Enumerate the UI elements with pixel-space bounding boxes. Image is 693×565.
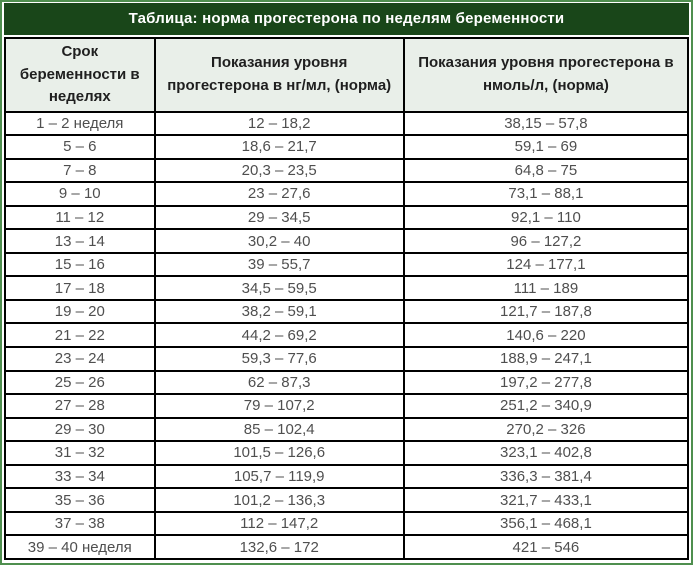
header-row: Срок беременности в неделях Показания ур… [4, 37, 690, 113]
table-row: 7 – 8 20,3 – 23,5 64,8 – 75 [4, 157, 690, 184]
nmol-l-value-cell: 121,7 – 187,8 [402, 298, 690, 325]
week-range-cell: 7 – 8 [4, 157, 156, 184]
table-row: 29 – 30 85 – 102,4 270,2 – 326 [4, 416, 690, 443]
nmol-l-value-cell: 197,2 – 277,8 [402, 369, 690, 396]
nmol-l-value-cell: 124 – 177,1 [402, 251, 690, 278]
week-range-cell: 21 – 22 [4, 322, 156, 348]
progesterone-norms-table: Срок беременности в неделях Показания ур… [4, 37, 690, 560]
nmol-l-value-cell: 111 – 189 [402, 275, 690, 301]
table-row: 35 – 36 101,2 – 136,3 321,7 – 433,1 [4, 487, 690, 513]
ng-ml-value-cell: 62 – 87,3 [153, 369, 405, 396]
week-range-cell: 1 – 2 неделя [4, 110, 156, 137]
nmol-l-value-cell: 73,1 – 88,1 [402, 181, 690, 207]
column-header-ng-ml: Показания уровня прогестерона в нг/мл, (… [153, 37, 405, 113]
nmol-l-value-cell: 92,1 – 110 [402, 204, 690, 231]
nmol-l-value-cell: 321,7 – 433,1 [402, 487, 690, 513]
ng-ml-value-cell: 39 – 55,7 [153, 251, 405, 278]
ng-ml-value-cell: 29 – 34,5 [153, 204, 405, 231]
ng-ml-value-cell: 34,5 – 59,5 [153, 275, 405, 301]
table-row: 33 – 34 105,7 – 119,9 336,3 – 381,4 [4, 463, 690, 490]
table-row: 39 – 40 неделя 132,6 – 172 421 – 546 [4, 534, 690, 560]
column-header-nmol-l: Показания уровня прогестерона в нмоль/л,… [402, 37, 690, 113]
ng-ml-value-cell: 105,7 – 119,9 [153, 463, 405, 490]
nmol-l-value-cell: 64,8 – 75 [402, 157, 690, 184]
nmol-l-value-cell: 59,1 – 69 [402, 134, 690, 160]
nmol-l-value-cell: 323,1 – 402,8 [402, 440, 690, 466]
nmol-l-value-cell: 270,2 – 326 [402, 416, 690, 443]
week-range-cell: 25 – 26 [4, 369, 156, 396]
week-range-cell: 35 – 36 [4, 487, 156, 513]
column-header-weeks: Срок беременности в неделях [4, 37, 156, 113]
week-range-cell: 5 – 6 [4, 134, 156, 160]
ng-ml-value-cell: 12 – 18,2 [153, 110, 405, 137]
ng-ml-value-cell: 38,2 – 59,1 [153, 298, 405, 325]
nmol-l-value-cell: 421 – 546 [402, 534, 690, 560]
ng-ml-value-cell: 59,3 – 77,6 [153, 345, 405, 372]
week-range-cell: 13 – 14 [4, 228, 156, 254]
ng-ml-value-cell: 44,2 – 69,2 [153, 322, 405, 348]
week-range-cell: 31 – 32 [4, 440, 156, 466]
ng-ml-value-cell: 18,6 – 21,7 [153, 134, 405, 160]
week-range-cell: 39 – 40 неделя [4, 534, 156, 560]
week-range-cell: 23 – 24 [4, 345, 156, 372]
nmol-l-value-cell: 38,15 – 57,8 [402, 110, 690, 137]
ng-ml-value-cell: 23 – 27,6 [153, 181, 405, 207]
table-row: 25 – 26 62 – 87,3 197,2 – 277,8 [4, 369, 690, 396]
week-range-cell: 17 – 18 [4, 275, 156, 301]
nmol-l-value-cell: 96 – 127,2 [402, 228, 690, 254]
table-row: 19 – 20 38,2 – 59,1 121,7 – 187,8 [4, 298, 690, 325]
week-range-cell: 33 – 34 [4, 463, 156, 490]
week-range-cell: 9 – 10 [4, 181, 156, 207]
ng-ml-value-cell: 112 – 147,2 [153, 510, 405, 537]
table-row: 9 – 10 23 – 27,6 73,1 – 88,1 [4, 181, 690, 207]
ng-ml-value-cell: 79 – 107,2 [153, 393, 405, 419]
nmol-l-value-cell: 251,2 – 340,9 [402, 393, 690, 419]
table-row: 21 – 22 44,2 – 69,2 140,6 – 220 [4, 322, 690, 348]
table-row: 17 – 18 34,5 – 59,5 111 – 189 [4, 275, 690, 301]
table-row: 1 – 2 неделя 12 – 18,2 38,15 – 57,8 [4, 110, 690, 137]
ng-ml-value-cell: 30,2 – 40 [153, 228, 405, 254]
week-range-cell: 15 – 16 [4, 251, 156, 278]
table-row: 31 – 32 101,5 – 126,6 323,1 – 402,8 [4, 440, 690, 466]
week-range-cell: 37 – 38 [4, 510, 156, 537]
table-row: 5 – 6 18,6 – 21,7 59,1 – 69 [4, 134, 690, 160]
table-title: Таблица: норма прогестерона по неделям б… [4, 3, 689, 35]
week-range-cell: 11 – 12 [4, 204, 156, 231]
table-row: 27 – 28 79 – 107,2 251,2 – 340,9 [4, 393, 690, 419]
ng-ml-value-cell: 20,3 – 23,5 [153, 157, 405, 184]
nmol-l-value-cell: 336,3 – 381,4 [402, 463, 690, 490]
table-row: 37 – 38 112 – 147,2 356,1 – 468,1 [4, 510, 690, 537]
nmol-l-value-cell: 356,1 – 468,1 [402, 510, 690, 537]
week-range-cell: 19 – 20 [4, 298, 156, 325]
ng-ml-value-cell: 101,5 – 126,6 [153, 440, 405, 466]
table-row: 11 – 12 29 – 34,5 92,1 – 110 [4, 204, 690, 231]
week-range-cell: 27 – 28 [4, 393, 156, 419]
ng-ml-value-cell: 85 – 102,4 [153, 416, 405, 443]
week-range-cell: 29 – 30 [4, 416, 156, 443]
table-body: 1 – 2 неделя 12 – 18,2 38,15 – 57,8 5 – 6 18… [4, 110, 690, 560]
table-row: 13 – 14 30,2 – 40 96 – 127,2 [4, 228, 690, 254]
ng-ml-value-cell: 132,6 – 172 [153, 534, 405, 560]
nmol-l-value-cell: 140,6 – 220 [402, 322, 690, 348]
table-row: 23 – 24 59,3 – 77,6 188,9 – 247,1 [4, 345, 690, 372]
table-row: 15 – 16 39 – 55,7 124 – 177,1 [4, 251, 690, 278]
ng-ml-value-cell: 101,2 – 136,3 [153, 487, 405, 513]
nmol-l-value-cell: 188,9 – 247,1 [402, 345, 690, 372]
